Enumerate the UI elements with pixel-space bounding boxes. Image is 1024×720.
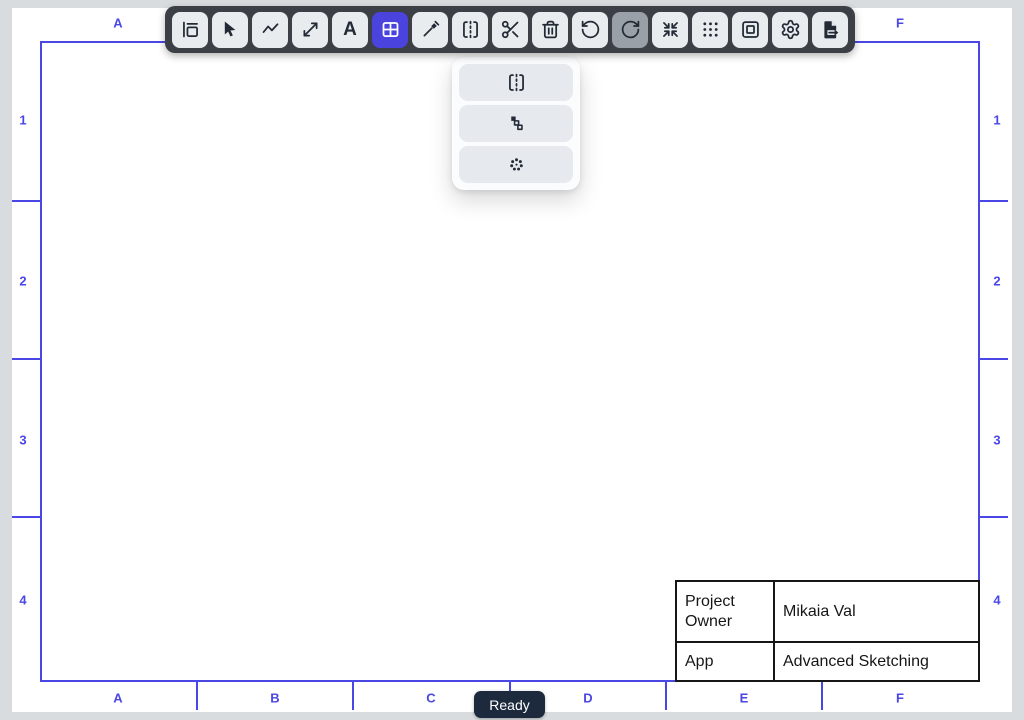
zone-label-left-2: 2	[19, 273, 27, 289]
zone-label-right-3: 3	[993, 432, 1001, 448]
circular-pattern-icon	[509, 158, 523, 171]
toolbar-button-move-resize[interactable]	[292, 11, 328, 48]
ruler-tick	[980, 358, 1008, 360]
title-block-label: Project Owner	[677, 582, 775, 643]
zone-label-left-3: 3	[19, 432, 27, 448]
polyline-icon	[262, 23, 278, 33]
zone-label-bottom-d: D	[583, 690, 593, 706]
mirror-icon	[462, 20, 478, 39]
ruler-tick	[196, 682, 198, 710]
zone-label-bottom-c: C	[426, 690, 436, 706]
toolbar-button-template[interactable]	[172, 11, 208, 48]
gear-icon	[781, 19, 799, 40]
toolbar-button-frame-tool[interactable]	[732, 11, 768, 48]
undo-icon	[581, 20, 599, 39]
tool-flyout-menu	[452, 57, 580, 190]
title-block-label: App	[677, 643, 775, 680]
dot-grid-icon	[702, 22, 718, 37]
zone-label-bottom-e: E	[739, 690, 749, 706]
ruler-tick	[821, 682, 823, 710]
toolbar-button-text[interactable]: A	[332, 11, 368, 48]
flyout-item-linear-pattern[interactable]	[459, 105, 573, 142]
toolbar-button-table-grid[interactable]	[372, 11, 408, 48]
template-icon	[182, 21, 198, 38]
linear-pattern-icon	[510, 116, 523, 131]
toolbar-button-dot-grid[interactable]	[692, 11, 728, 48]
main-toolbar: A	[165, 6, 855, 53]
toolbar-button-compress[interactable]	[652, 11, 688, 48]
eyedropper-icon	[423, 20, 439, 37]
zone-label-left-4: 4	[19, 592, 27, 608]
toolbar-button-redo[interactable]	[612, 11, 648, 48]
zone-label-right-4: 4	[993, 592, 1001, 608]
move-diagonal-icon	[303, 22, 317, 37]
title-block-value: Advanced Sketching	[783, 652, 929, 670]
zone-label-bottom-a: A	[113, 690, 123, 706]
toolbar-button-cut[interactable]	[492, 11, 528, 48]
toolbar-button-polyline[interactable]	[252, 11, 288, 48]
zone-label-bottom-f: F	[896, 690, 904, 706]
ruler-tick	[980, 200, 1008, 202]
status-badge: Ready	[474, 691, 545, 718]
redo-icon	[621, 20, 639, 39]
toolbar-button-delete[interactable]	[532, 11, 568, 48]
toolbar-button-select[interactable]	[212, 11, 248, 48]
title-block: Project Owner Mikaia Val App Advanced Sk…	[675, 580, 980, 682]
zone-label-top-f: F	[896, 15, 904, 31]
toolbar-button-undo[interactable]	[572, 11, 608, 48]
table-icon	[382, 22, 398, 37]
ruler-tick	[352, 682, 354, 710]
square-in-square-icon	[741, 21, 759, 38]
ruler-tick	[12, 516, 40, 518]
ruler-tick	[12, 200, 40, 202]
export-icon	[823, 21, 840, 39]
toolbar-button-settings[interactable]	[772, 11, 808, 48]
cursor-icon	[224, 21, 235, 37]
zone-label-right-2: 2	[993, 273, 1001, 289]
scissors-icon	[501, 20, 518, 39]
text-a-icon: A	[343, 19, 357, 40]
toolbar-button-mirror[interactable]	[452, 11, 488, 48]
ruler-tick	[980, 516, 1008, 518]
zone-label-bottom-b: B	[270, 690, 280, 706]
zone-label-right-1: 1	[993, 112, 1001, 128]
zone-label-top-a: A	[113, 15, 123, 31]
flyout-item-circular-pattern[interactable]	[459, 146, 573, 183]
title-block-value: Mikaia Val	[775, 582, 978, 643]
flyout-item-mirror[interactable]	[459, 64, 573, 101]
zone-label-left-1: 1	[19, 112, 27, 128]
toolbar-button-export[interactable]	[812, 11, 848, 48]
toolbar-button-eyedropper[interactable]	[412, 11, 448, 48]
compress-icon	[662, 22, 678, 37]
mirror-icon	[508, 73, 524, 92]
ruler-tick	[12, 358, 40, 360]
trash-icon	[541, 20, 559, 39]
ruler-tick	[665, 682, 667, 710]
